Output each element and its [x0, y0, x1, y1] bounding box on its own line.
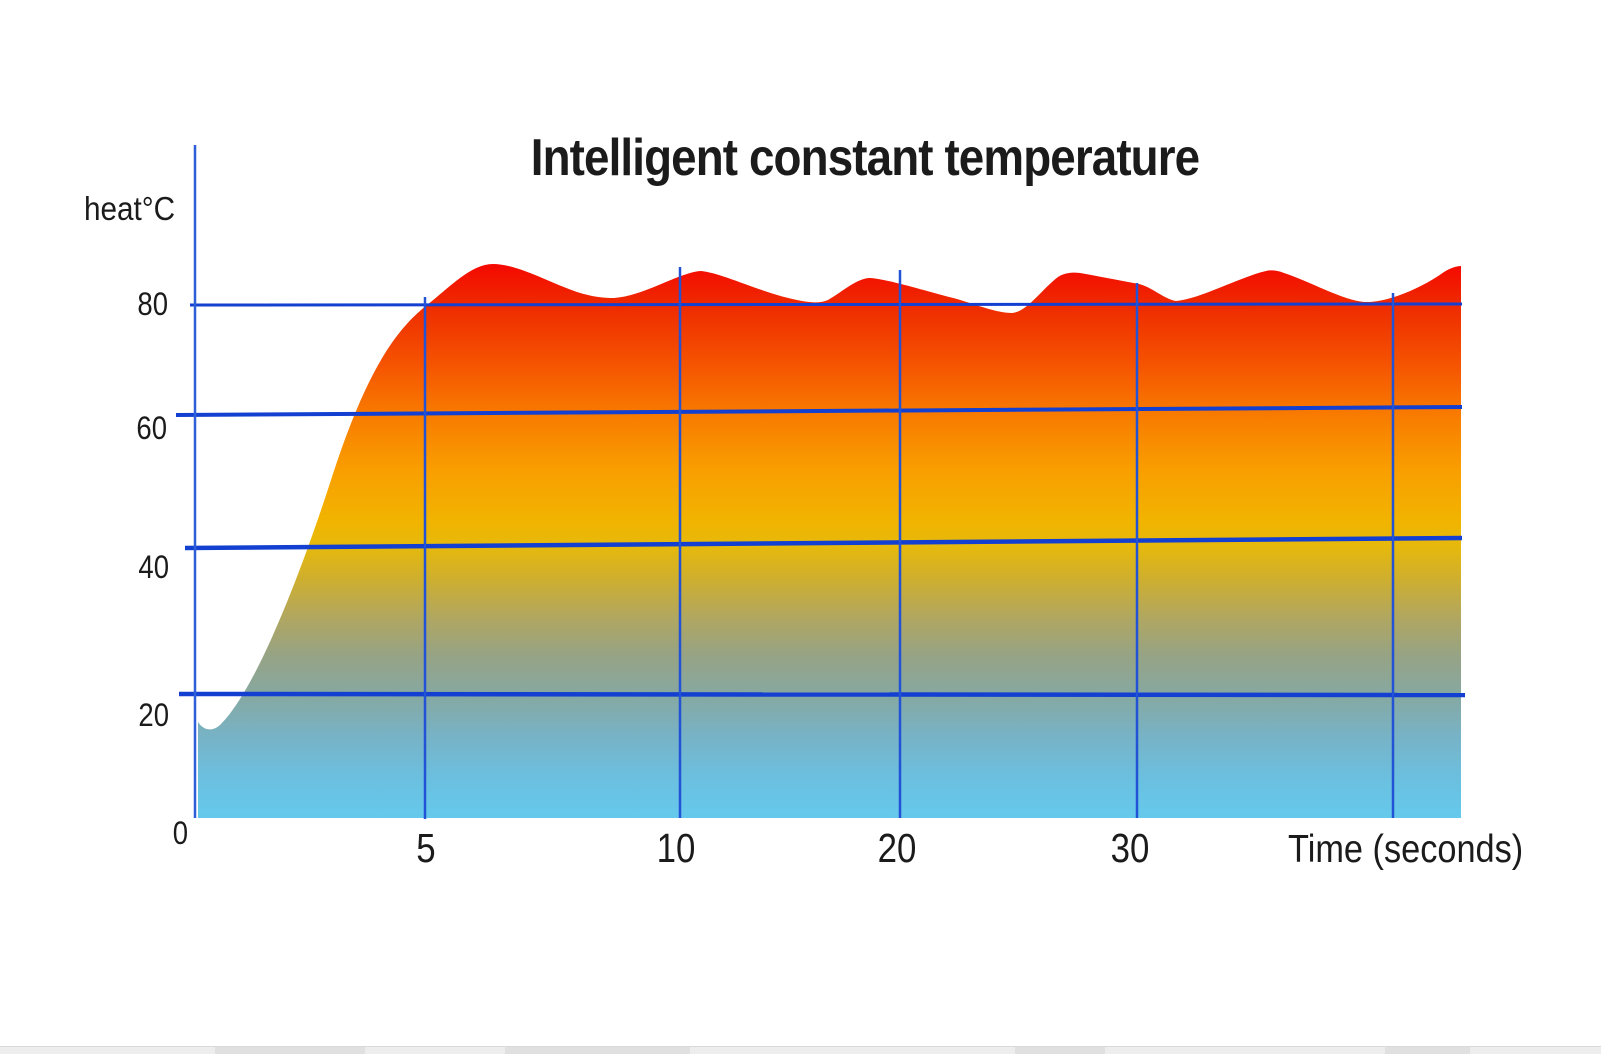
bottom-window-edge: [0, 1046, 1601, 1054]
gridline-60: [175, 405, 1463, 417]
y-axis-label: heat°C: [84, 190, 176, 227]
y-tick-label-60: 60: [136, 410, 167, 446]
gridline-80: [189, 302, 1463, 307]
x-tick-label-5: 5: [416, 825, 436, 871]
y-tick-label-20: 20: [138, 697, 169, 733]
chart-title: Intelligent constant temperature: [530, 129, 1200, 187]
x-tick-label-20: 20: [877, 825, 917, 871]
x-tick-label-10: 10: [656, 825, 696, 871]
gridline-20: [178, 691, 1466, 698]
bottom-edge-segment-2: [1015, 1047, 1105, 1054]
bottom-edge-segment-0: [215, 1047, 365, 1054]
y-tick-label-40: 40: [138, 549, 169, 585]
y-tick-label-80: 80: [137, 286, 168, 322]
x-tick-label-30: 30: [1110, 825, 1150, 871]
bottom-edge-segment-3: [1385, 1047, 1470, 1054]
gridline-40: [184, 535, 1463, 551]
y-tick-label-0: 0: [172, 815, 188, 851]
x-axis-label: Time (seconds): [1288, 828, 1524, 871]
bottom-edge-segment-1: [505, 1047, 690, 1054]
